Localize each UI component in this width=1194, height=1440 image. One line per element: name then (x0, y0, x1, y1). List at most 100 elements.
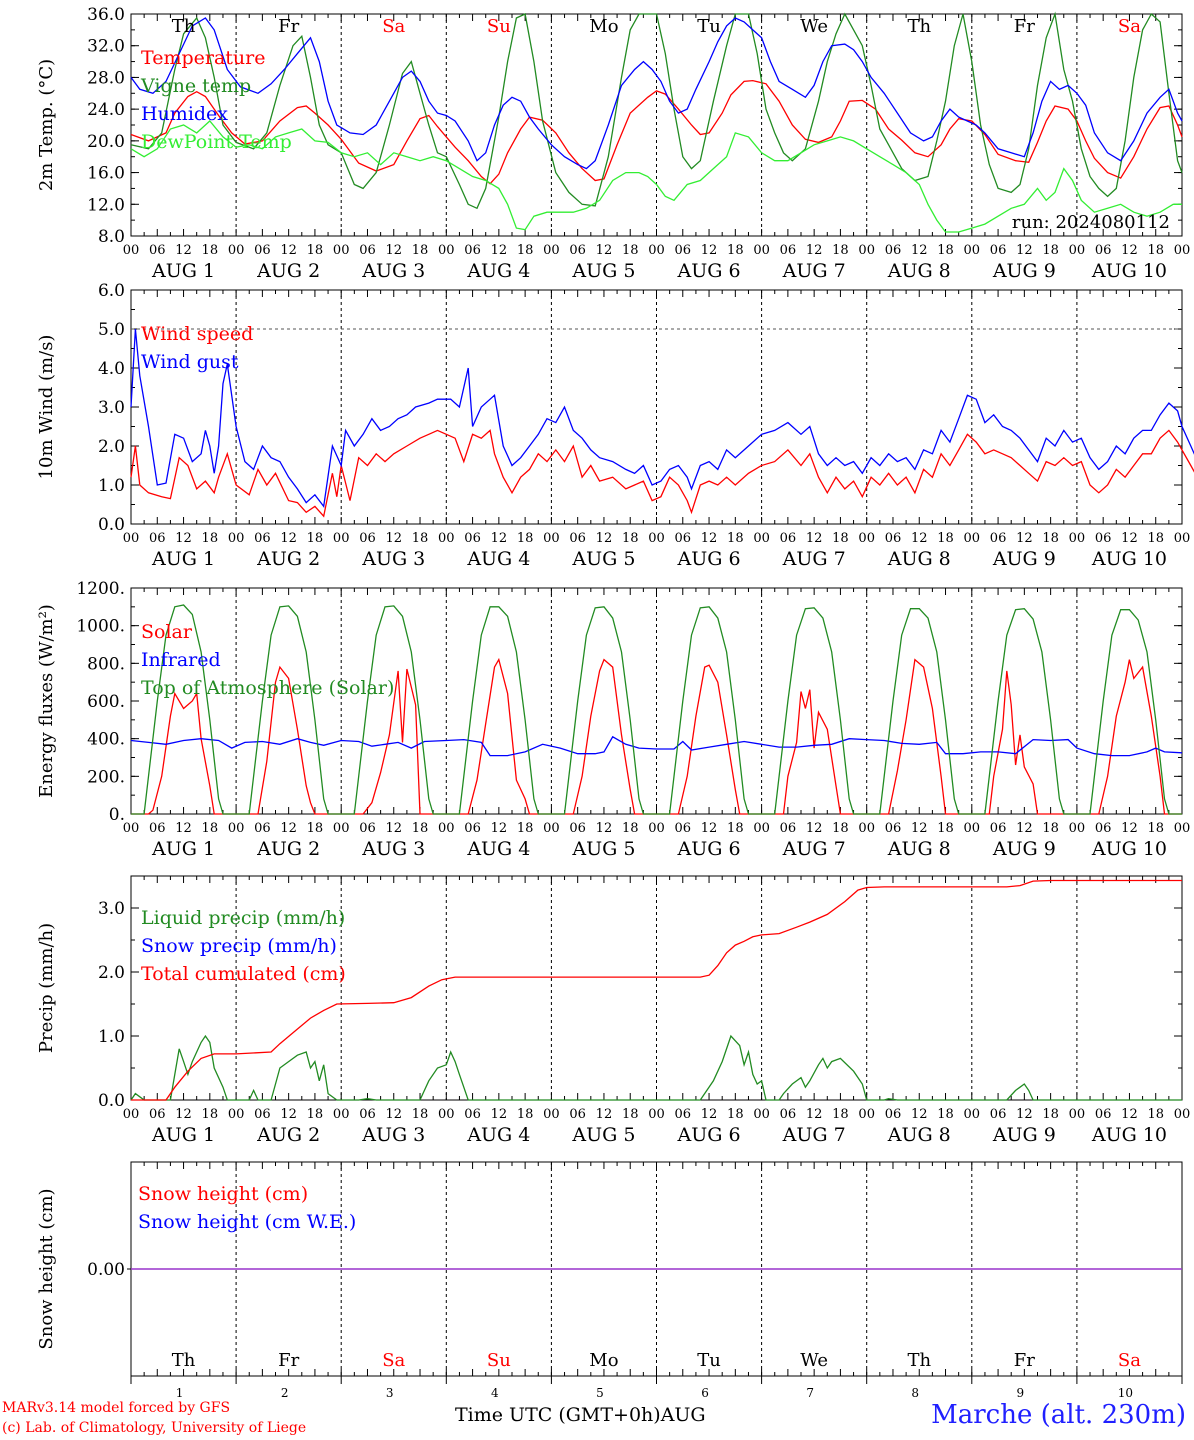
y-tick-label: 3.0 (98, 398, 125, 418)
date-label: AUG 3 (361, 838, 425, 860)
hour-tick-label: 12 (491, 821, 508, 836)
hour-tick-label: 12 (491, 243, 508, 258)
date-label: AUG 8 (887, 838, 951, 860)
y-tick-label: 5.0 (98, 320, 125, 340)
hour-tick-label: 06 (464, 531, 481, 546)
date-label: AUG 10 (1091, 838, 1167, 860)
date-label: AUG 7 (782, 1124, 846, 1146)
hour-tick-label: 00 (1174, 1107, 1191, 1122)
hour-tick-label: 18 (832, 243, 849, 258)
date-label: AUG 6 (677, 260, 741, 282)
hour-tick-label: 06 (1095, 821, 1112, 836)
panel-4: 0.0 1.0 2.0 3.0 Precip (mm/h) Liquid precip (… (36, 875, 1191, 1146)
hour-tick-label: 00 (228, 821, 245, 836)
hour-tick-label: 00 (543, 243, 560, 258)
model-credit: MARv3.14 model forced by GFS (2, 1400, 231, 1416)
time-axis-label: Time UTC (GMT+0h)AUG (455, 1404, 706, 1426)
series-line (131, 879, 1182, 1101)
hour-tick-label: 00 (648, 243, 665, 258)
hour-tick-label: 00 (123, 821, 140, 836)
hour-tick-label: 06 (359, 1107, 376, 1122)
hour-tick-label: 00 (123, 1107, 140, 1122)
bottom-day-number: 1 (176, 1386, 184, 1400)
hour-tick-label: 18 (412, 821, 429, 836)
y-tick-label: 32.0 (87, 37, 125, 57)
y-tick-label: 2.0 (98, 963, 125, 983)
y-axis-label: Precip (mm/h) (36, 923, 57, 1053)
day-label: Th (172, 16, 196, 37)
date-label: AUG 6 (677, 838, 741, 860)
hour-tick-label: 18 (202, 243, 219, 258)
hour-tick-label: 00 (123, 531, 140, 546)
y-tick-label: 20.0 (87, 132, 125, 152)
hour-tick-label: 06 (359, 243, 376, 258)
hour-tick-label: 06 (675, 821, 692, 836)
day-label: Sa (1118, 16, 1141, 37)
bottom-day-label: Th (172, 1350, 196, 1371)
hour-tick-label: 06 (464, 1107, 481, 1122)
hour-tick-label: 00 (753, 821, 770, 836)
hour-tick-label: 06 (885, 821, 902, 836)
bottom-day-label: Th (907, 1350, 931, 1371)
hour-tick-label: 06 (675, 243, 692, 258)
hour-tick-label: 00 (858, 821, 875, 836)
bottom-day-number: 7 (806, 1386, 814, 1400)
hour-tick-label: 06 (780, 243, 797, 258)
hour-tick-label: 00 (964, 1107, 981, 1122)
hour-tick-label: 06 (464, 243, 481, 258)
hour-tick-label: 00 (1069, 531, 1086, 546)
series-line (130, 735, 1183, 757)
y-axis-label: 10m Wind (m/s) (36, 335, 57, 480)
hour-tick-label: 18 (412, 1107, 429, 1122)
hour-tick-label: 12 (175, 821, 192, 836)
hour-tick-label: 18 (412, 531, 429, 546)
hour-tick-label: 18 (937, 1107, 954, 1122)
y-axis-label: Energy fluxes (W/m²) (36, 604, 57, 798)
hour-tick-label: 00 (858, 243, 875, 258)
panel-3: 0. 200. 400. 600. 800. 1000. 1200. Energy fluxe… (36, 579, 1190, 860)
date-label: AUG 3 (361, 548, 425, 570)
y-tick-label: 0.0 (98, 1091, 125, 1111)
day-label: Sa (382, 16, 405, 37)
hour-tick-label: 18 (832, 531, 849, 546)
hour-tick-label: 06 (990, 1107, 1007, 1122)
y-tick-label: 0. (109, 805, 125, 825)
hour-tick-label: 06 (569, 243, 586, 258)
hour-tick-label: 00 (964, 821, 981, 836)
hour-tick-label: 12 (280, 1107, 297, 1122)
hour-tick-label: 18 (517, 821, 534, 836)
series-line (130, 79, 1183, 185)
date-label: AUG 8 (887, 260, 951, 282)
hour-tick-label: 06 (254, 821, 271, 836)
hour-tick-label: 00 (123, 243, 140, 258)
hour-tick-label: 06 (885, 531, 902, 546)
hour-tick-label: 06 (359, 821, 376, 836)
day-label: We (800, 16, 828, 37)
hour-tick-label: 00 (1174, 821, 1191, 836)
legend-entry: Top of Atmosphere (Solar) (141, 677, 394, 699)
hour-tick-label: 00 (1069, 1107, 1086, 1122)
hour-tick-label: 12 (911, 243, 928, 258)
hour-tick-label: 00 (333, 531, 350, 546)
hour-tick-label: 18 (727, 1107, 744, 1122)
legend-entry: Solar (141, 621, 193, 643)
legend-entry: DewPoint Temp (141, 131, 292, 153)
y-tick-label: 3.0 (98, 899, 125, 919)
y-tick-label: 12.0 (87, 195, 125, 215)
hour-tick-label: 18 (1147, 243, 1164, 258)
hour-tick-label: 00 (228, 1107, 245, 1122)
hour-tick-label: 06 (254, 243, 271, 258)
hour-tick-label: 12 (175, 243, 192, 258)
bottom-day-label: Fr (1014, 1350, 1035, 1371)
day-label: Tu (697, 16, 721, 37)
series-line (131, 604, 1182, 815)
y-tick-label: 1.0 (98, 1027, 125, 1047)
hour-tick-label: 06 (569, 531, 586, 546)
hour-tick-label: 12 (596, 1107, 613, 1122)
hour-tick-label: 18 (307, 1107, 324, 1122)
hour-tick-label: 06 (1095, 1107, 1112, 1122)
date-label: AUG 2 (256, 838, 320, 860)
date-label: AUG 3 (361, 1124, 425, 1146)
hour-tick-label: 18 (622, 821, 639, 836)
hour-tick-label: 12 (280, 243, 297, 258)
